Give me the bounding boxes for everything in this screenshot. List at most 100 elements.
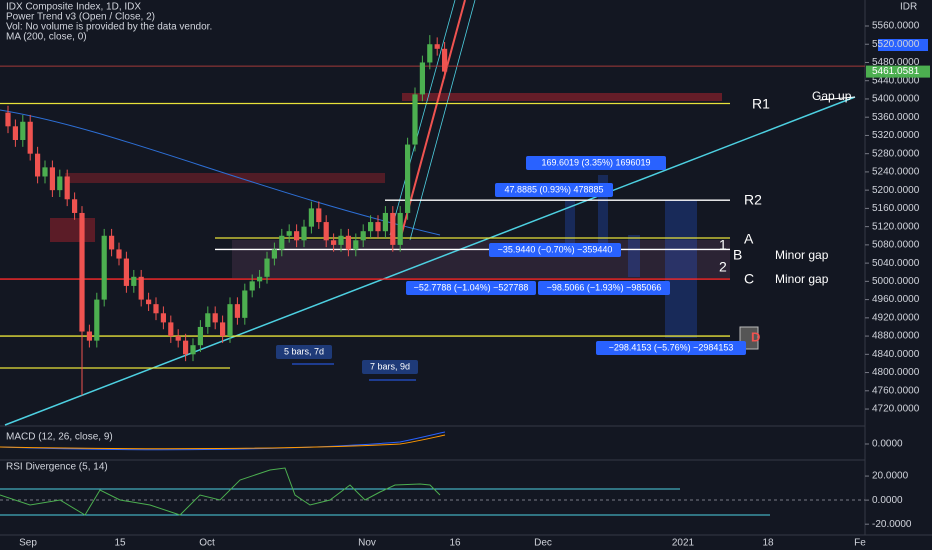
measure-label: 5 bars, 7d	[284, 346, 324, 356]
candle-body	[101, 235, 107, 300]
x-tick-label: Oct	[199, 538, 215, 549]
annotation: 2	[719, 259, 727, 275]
y-tick-label: -20.0000	[872, 519, 912, 530]
candle-body	[197, 326, 203, 346]
price-badge	[866, 65, 930, 78]
candle-body	[316, 208, 322, 223]
legend-item: MA (200, close, 0)	[6, 32, 87, 43]
pane-title: RSI Divergence (5, 14)	[6, 462, 108, 473]
y-tick-label: 5480.0000	[872, 57, 920, 68]
x-tick-label: 18	[762, 538, 774, 549]
candle-body	[390, 212, 396, 245]
legend-item: Power Trend v3 (Open / Close, 2)	[6, 12, 155, 23]
last-price: 5461.0581	[872, 66, 920, 77]
candle-body	[94, 299, 100, 341]
y-tick-label: 0.0000	[872, 439, 903, 450]
candle-body	[353, 240, 359, 250]
signal-line	[0, 434, 446, 450]
measure-label: 47.8885 (0.93%) 478885	[504, 184, 603, 194]
candle-body	[220, 322, 226, 337]
arrow	[819, 96, 856, 101]
candle-body	[146, 299, 152, 305]
y-tick-label: 5360.0000	[872, 112, 920, 123]
y-tick-label: 5240.0000	[872, 167, 920, 178]
x-tick-label: Nov	[358, 538, 376, 549]
candle-body	[42, 167, 48, 177]
annotation: R1	[752, 96, 770, 112]
measure-box	[489, 243, 621, 257]
zone	[232, 240, 730, 278]
y-tick-label: 20.0000	[872, 471, 909, 482]
candle-body	[131, 276, 137, 286]
zone	[402, 93, 722, 101]
legend-item: Vol: No volume is provided by the data v…	[6, 22, 212, 33]
candle-body	[323, 222, 329, 241]
annotation: Minor gap	[775, 272, 829, 286]
candle-body	[86, 331, 92, 341]
y-tick-label: 5400.0000	[872, 94, 920, 105]
measure-label: −35.9440 (−0.70%) −359440	[498, 244, 613, 254]
pane-title: MACD (12, 26, close, 9)	[6, 432, 113, 443]
measure-label: −298.4153 (−5.76%) −2984153	[609, 342, 734, 352]
annotation: Gap up	[812, 89, 852, 103]
moving-average	[0, 109, 441, 236]
candle-body	[79, 212, 85, 332]
candle-body	[64, 176, 70, 200]
annotation: 1	[719, 237, 727, 253]
candle-body	[308, 208, 314, 227]
candle-body	[72, 199, 78, 213]
candle-body	[412, 94, 418, 145]
candle-body	[405, 144, 411, 213]
measure-box	[538, 281, 670, 295]
y-tick-label: 4840.0000	[872, 349, 920, 360]
measure-label: −52.7788 (−1.04%) −527788	[414, 282, 529, 292]
trend-line	[4, 96, 856, 426]
y-tick-label: 5520.0000	[872, 39, 920, 50]
measure-box	[276, 345, 332, 359]
x-tick-label: Dec	[534, 538, 552, 549]
y-tick-label: 5000.0000	[872, 276, 920, 287]
candle-body	[257, 276, 263, 282]
candle-body	[212, 313, 218, 323]
candle-body	[5, 112, 11, 127]
y-tick-label: 5040.0000	[872, 258, 920, 269]
y-tick-label: 4960.0000	[872, 294, 920, 305]
candle-body	[190, 345, 196, 355]
y-tick-label: 4760.0000	[872, 385, 920, 396]
x-tick-label: 2021	[672, 538, 695, 549]
candle-body	[123, 258, 129, 286]
alert-label[interactable]: D	[751, 329, 760, 344]
candle-body	[227, 304, 233, 337]
candle-body	[301, 226, 307, 241]
x-tick-label: Sep	[19, 538, 37, 549]
rsi-line	[0, 467, 441, 516]
annotation: Minor gap	[775, 248, 829, 262]
candle-body	[138, 276, 144, 300]
candle-body	[294, 231, 300, 241]
candle-body	[234, 304, 240, 318]
candle-body	[242, 290, 248, 318]
candle-body	[175, 336, 181, 341]
currency: IDR	[900, 2, 917, 13]
candle-body	[35, 153, 41, 177]
candle-body	[279, 235, 285, 250]
candle-body	[419, 62, 425, 95]
measure-label: 7 bars, 9d	[370, 361, 410, 371]
candle-body	[271, 249, 277, 259]
x-tick-label: 16	[449, 538, 461, 549]
candle-body	[331, 240, 337, 245]
candle-body	[160, 313, 166, 323]
measure-box	[495, 183, 613, 197]
measure-label: −98.5066 (−1.93%) −985066	[547, 282, 662, 292]
y-tick-label: 5440.0000	[872, 75, 920, 86]
annotation: R2	[744, 192, 762, 208]
measure-box	[526, 156, 666, 170]
y-tick-label: 5280.0000	[872, 148, 920, 159]
y-tick-label: 5160.0000	[872, 203, 920, 214]
candle-body	[286, 231, 292, 236]
measure-label: 169.6019 (3.35%) 1696019	[541, 157, 650, 167]
x-tick-label: 15	[114, 538, 126, 549]
measure-range	[565, 200, 575, 250]
